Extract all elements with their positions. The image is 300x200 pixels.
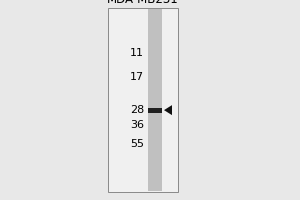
Text: 17: 17 (130, 72, 144, 82)
Bar (108, 8, 178, 192)
Text: 36: 36 (130, 120, 144, 130)
Text: 11: 11 (130, 48, 144, 58)
Text: 55: 55 (130, 139, 144, 149)
Bar (148, 9, 162, 191)
Text: MDA-MB231: MDA-MB231 (107, 0, 179, 6)
Bar (148, 108, 162, 113)
Polygon shape (164, 105, 172, 115)
Text: 28: 28 (130, 105, 144, 115)
